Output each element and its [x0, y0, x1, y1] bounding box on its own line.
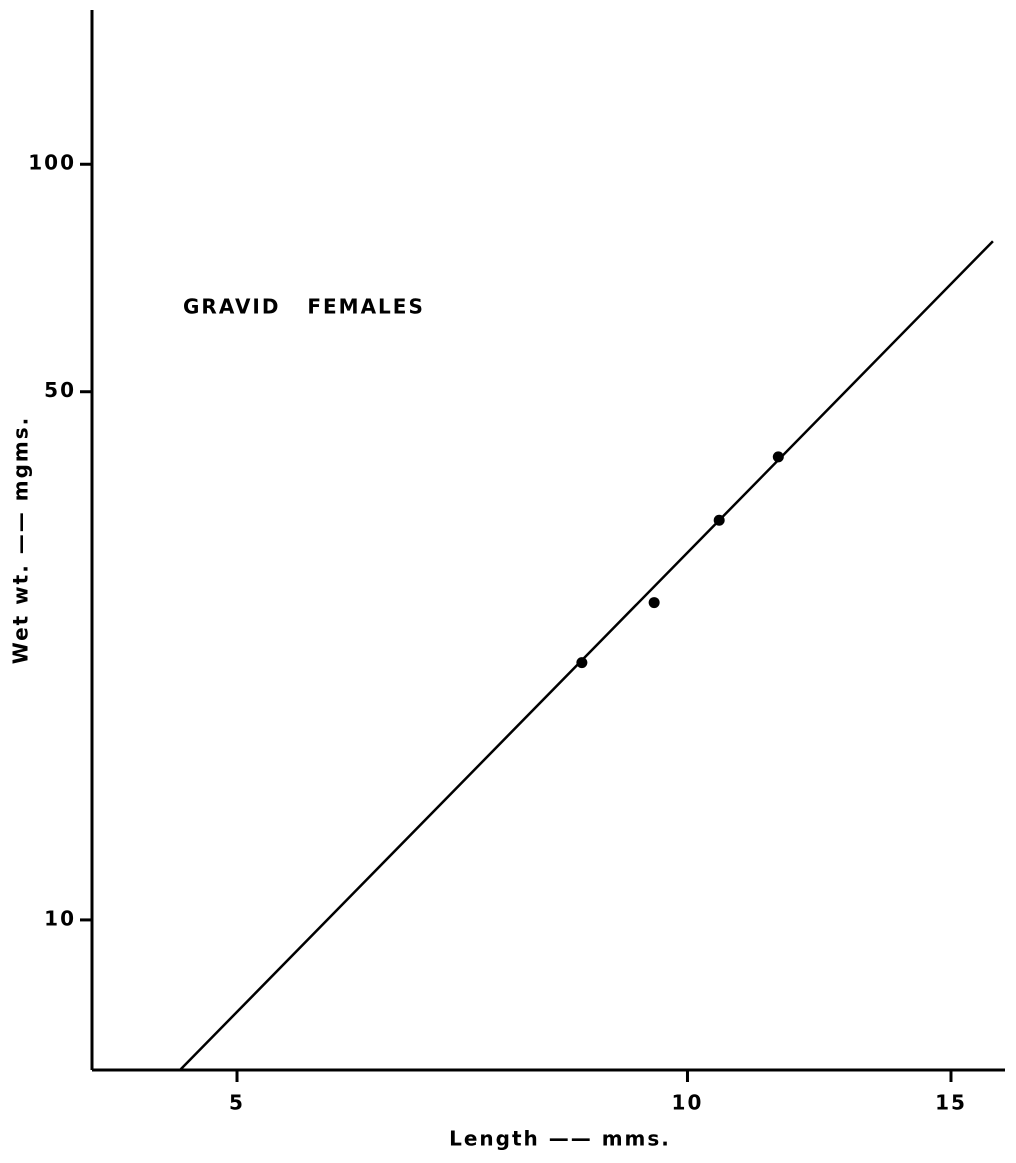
x-tick-label: 15	[935, 1091, 967, 1115]
annotation: GRAVID FEMALES	[183, 295, 425, 319]
data-point	[713, 514, 725, 526]
x-axis-label: Length —— mms.	[449, 1127, 671, 1151]
fit-line	[179, 240, 994, 1071]
y-axis-label: Wet wt. —— mgms.	[9, 416, 33, 665]
data-point	[576, 657, 588, 669]
y-tick-label: 100	[28, 151, 76, 175]
x-tick-label: 5	[229, 1091, 245, 1115]
data-point	[772, 451, 784, 463]
y-tick-label: 10	[44, 906, 76, 930]
y-tick-label: 50	[44, 378, 76, 402]
data-point	[648, 597, 660, 609]
x-tick-label: 10	[672, 1091, 704, 1115]
